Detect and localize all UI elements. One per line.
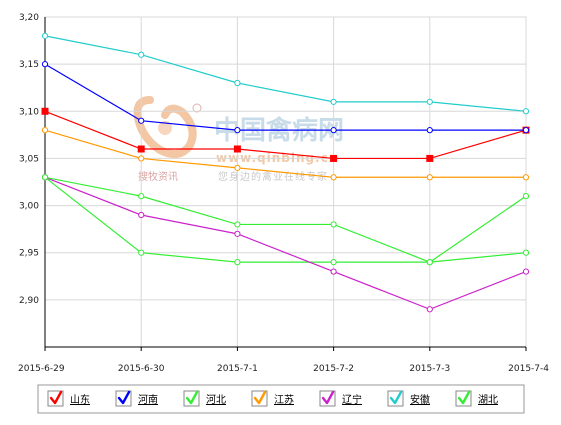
series-2	[41, 61, 530, 134]
x-tick-label: 2015-7-2	[313, 364, 354, 374]
data-point	[426, 306, 433, 313]
data-point	[41, 174, 49, 181]
legend-label[interactable]: 河北	[206, 394, 226, 406]
series-6	[41, 32, 530, 115]
series-line	[44, 129, 526, 178]
data-point	[330, 221, 337, 228]
check-icon	[185, 390, 199, 405]
series-line	[44, 35, 527, 112]
legend-label[interactable]: 湖北	[478, 394, 498, 406]
data-point	[234, 259, 241, 266]
data-point	[234, 164, 241, 171]
data-point	[234, 127, 241, 134]
legend-item[interactable]: 山东	[47, 390, 90, 407]
data-point	[234, 221, 241, 228]
series-line	[44, 176, 527, 263]
watermark: 中国禽病网 www.qinbing.cn 搜牧资讯 您身边的禽业在线专家	[133, 96, 344, 183]
data-point	[426, 98, 433, 105]
data-point	[330, 268, 337, 275]
data-point	[426, 174, 433, 181]
data-point	[137, 145, 145, 153]
check-icon	[49, 390, 63, 405]
series-4	[41, 127, 530, 181]
legend: 山东 河南 河北 江苏 辽宁 安徽 湖北	[37, 384, 525, 414]
y-tick-label: 3,05	[19, 154, 39, 164]
legend-label[interactable]: 河南	[138, 393, 158, 406]
x-tick-label: 2015-7-3	[409, 364, 450, 374]
data-point	[41, 107, 49, 115]
series-7	[41, 174, 530, 266]
data-point	[138, 193, 145, 200]
data-point	[330, 154, 338, 162]
data-point	[233, 145, 241, 153]
y-tick-label: 3,20	[19, 13, 39, 23]
watermark-logo-icon	[133, 96, 202, 158]
y-tick-label: 2,90	[19, 296, 39, 306]
legend-item[interactable]: 江苏	[251, 390, 294, 407]
check-icon	[389, 390, 403, 405]
data-point	[330, 174, 337, 181]
series-line	[44, 63, 526, 131]
watermark-slogan: 您身边的禽业在线专家	[218, 170, 328, 183]
data-point	[426, 127, 433, 134]
legend-box	[37, 384, 525, 414]
data-point	[330, 127, 337, 134]
data-point	[522, 127, 530, 134]
series-3	[41, 174, 530, 266]
data-point	[138, 117, 145, 124]
check-icon	[457, 390, 471, 405]
legend-item[interactable]: 辽宁	[319, 390, 362, 407]
x-tick-label: 2015-7-4	[508, 364, 549, 374]
series-5	[41, 174, 530, 313]
x-tick-label: 2015-6-30	[118, 364, 165, 374]
axes: 3,20 3,15 3,10 3,05 3,00 2,95 2,90 2015-6-29 201…	[18, 13, 549, 374]
data-point	[522, 108, 530, 115]
data-point	[138, 51, 145, 58]
check-icon	[321, 390, 335, 405]
data-point	[426, 259, 433, 266]
y-tick-label: 3,00	[19, 202, 39, 212]
legend-label[interactable]: 安徽	[410, 393, 430, 406]
x-tick-label: 2015-6-29	[18, 364, 65, 374]
legend-label[interactable]: 辽宁	[342, 393, 362, 406]
series-line	[44, 176, 527, 310]
legend-item[interactable]: 河北	[183, 390, 226, 407]
data-point	[138, 211, 145, 219]
data-point	[330, 259, 337, 266]
series-line	[44, 176, 527, 263]
y-tick-label: 3,10	[19, 107, 39, 117]
data-point	[522, 174, 530, 181]
legend-item[interactable]: 湖北	[455, 390, 498, 407]
legend-item[interactable]: 河南	[115, 390, 158, 407]
y-tick-label: 2,95	[19, 249, 39, 259]
y-tick-label: 3,15	[19, 60, 39, 70]
data-point	[522, 193, 530, 200]
legend-label[interactable]: 江苏	[274, 393, 294, 406]
data-point	[234, 230, 241, 237]
data-point	[41, 32, 49, 39]
watermark-brand: 搜牧资讯	[138, 170, 178, 183]
series-layer	[41, 32, 530, 313]
x-tick-label: 2015-7-1	[217, 364, 258, 374]
data-point	[330, 98, 337, 105]
data-point	[138, 249, 145, 256]
data-point	[138, 155, 145, 162]
series-line	[44, 110, 527, 160]
data-point	[522, 268, 530, 275]
legend-item[interactable]: 安徽	[387, 390, 430, 407]
check-icon	[253, 390, 267, 405]
legend-label[interactable]: 山东	[70, 393, 90, 406]
check-icon	[117, 390, 131, 405]
data-point	[41, 61, 49, 68]
data-point	[426, 154, 434, 162]
data-point	[522, 249, 530, 256]
data-point	[234, 79, 241, 87]
data-point	[41, 127, 49, 134]
